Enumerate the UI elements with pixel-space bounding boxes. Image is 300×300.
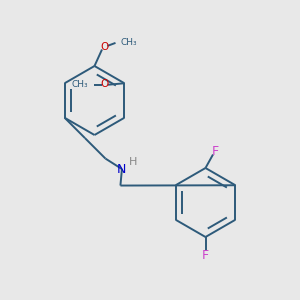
Text: O: O [100,42,109,52]
Text: N: N [117,163,127,176]
Text: F: F [202,249,209,262]
Text: F: F [212,145,219,158]
Text: O: O [101,79,109,89]
Text: CH₃: CH₃ [72,80,88,89]
Text: H: H [129,158,137,167]
Text: CH₃: CH₃ [121,38,137,47]
